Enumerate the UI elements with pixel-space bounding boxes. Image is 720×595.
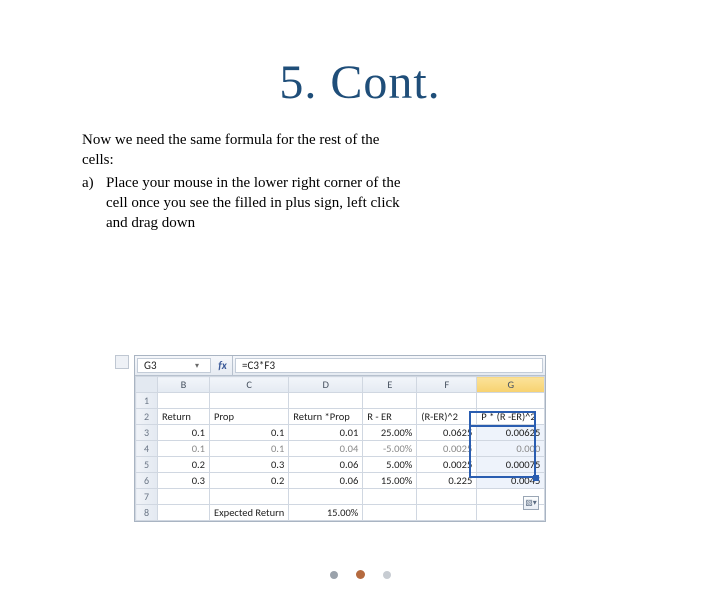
- cell-e2[interactable]: R - ER: [363, 409, 417, 425]
- cell-b3[interactable]: 0.1: [158, 425, 210, 441]
- formula-text: =C3*F3: [242, 359, 275, 372]
- name-box-value: G3: [144, 359, 157, 372]
- col-header-d[interactable]: D: [289, 377, 363, 393]
- cell-f5[interactable]: 0.0025: [417, 457, 477, 473]
- step-text: Place your mouse in the lower right corn…: [106, 173, 412, 234]
- cell-f3[interactable]: 0.0625: [417, 425, 477, 441]
- col-header-g[interactable]: G: [477, 377, 545, 393]
- dot-2-active: [356, 570, 365, 579]
- cell-d8[interactable]: 15.00%: [289, 505, 363, 521]
- cell-c3[interactable]: 0.1: [210, 425, 289, 441]
- cell-b5[interactable]: 0.2: [158, 457, 210, 473]
- dot-3: [383, 571, 391, 579]
- row-header-7[interactable]: 7: [136, 489, 158, 505]
- cell-g6[interactable]: 0.0045: [477, 473, 545, 489]
- cell-b6[interactable]: 0.3: [158, 473, 210, 489]
- intro-text: Now we need the same formula for the res…: [82, 130, 412, 171]
- select-all-corner[interactable]: [136, 377, 158, 393]
- cell-c4[interactable]: 0.1: [210, 441, 289, 457]
- row-header-3[interactable]: 3: [136, 425, 158, 441]
- cell-c2[interactable]: Prop: [210, 409, 289, 425]
- row-3: 3 0.1 0.1 0.01 25.00% 0.0625 0.00625: [136, 425, 545, 441]
- cell-e5[interactable]: 5.00%: [363, 457, 417, 473]
- row-5: 5 0.2 0.3 0.06 5.00% 0.0025 0.00075: [136, 457, 545, 473]
- row-8: 8 Expected Return 15.00%: [136, 505, 545, 521]
- row-4: 4 0.1 0.1 0.04 -5.00% 0.0025 0.000: [136, 441, 545, 457]
- row-header-4[interactable]: 4: [136, 441, 158, 457]
- cell-d4[interactable]: 0.04: [289, 441, 363, 457]
- cell-d3[interactable]: 0.01: [289, 425, 363, 441]
- cell-c6[interactable]: 0.2: [210, 473, 289, 489]
- cell-b2[interactable]: Return: [158, 409, 210, 425]
- fx-icon[interactable]: fx: [213, 356, 233, 375]
- col-header-f[interactable]: F: [417, 377, 477, 393]
- row-header-6[interactable]: 6: [136, 473, 158, 489]
- col-header-c[interactable]: C: [210, 377, 289, 393]
- row-header-5[interactable]: 5: [136, 457, 158, 473]
- autofill-options-button[interactable]: ▧▾: [523, 496, 539, 510]
- cell-e3[interactable]: 25.00%: [363, 425, 417, 441]
- cell-f4[interactable]: 0.0025: [417, 441, 477, 457]
- row-header-8[interactable]: 8: [136, 505, 158, 521]
- slide-title: 5. Cont.: [0, 55, 720, 110]
- cell-c8[interactable]: Expected Return: [210, 505, 289, 521]
- col-header-b[interactable]: B: [158, 377, 210, 393]
- dot-1: [330, 571, 338, 579]
- row-6: 6 0.3 0.2 0.06 15.00% 0.225 0.0045: [136, 473, 545, 489]
- cell-d6[interactable]: 0.06: [289, 473, 363, 489]
- step-a: a) Place your mouse in the lower right c…: [82, 173, 412, 234]
- cell-g3[interactable]: 0.00625: [477, 425, 545, 441]
- step-marker: a): [82, 173, 106, 234]
- cell-e6[interactable]: 15.00%: [363, 473, 417, 489]
- row-2: 2 Return Prop Return *Prop R - ER (R-ER)…: [136, 409, 545, 425]
- row-1: 1: [136, 393, 545, 409]
- toolbar-chip-icon: [115, 355, 129, 369]
- spreadsheet-screenshot: G3 ▾ fx =C3*F3 B C D E F G 1 2 Return Pr…: [134, 355, 546, 522]
- column-headers: B C D E F G: [136, 377, 545, 393]
- col-header-e[interactable]: E: [363, 377, 417, 393]
- cell-b4[interactable]: 0.1: [158, 441, 210, 457]
- cell-g5[interactable]: 0.00075: [477, 457, 545, 473]
- cell-f2[interactable]: (R-ER)^2: [417, 409, 477, 425]
- cell-d2[interactable]: Return *Prop: [289, 409, 363, 425]
- body-text: Now we need the same formula for the res…: [82, 130, 412, 233]
- row-7: 7: [136, 489, 545, 505]
- row-header-2[interactable]: 2: [136, 409, 158, 425]
- name-box[interactable]: G3 ▾: [137, 358, 211, 373]
- row-header-1[interactable]: 1: [136, 393, 158, 409]
- grid[interactable]: B C D E F G 1 2 Return Prop Return *Prop…: [135, 376, 545, 521]
- formula-bar-row: G3 ▾ fx =C3*F3: [135, 356, 545, 376]
- name-box-dropdown-icon[interactable]: ▾: [190, 361, 204, 371]
- cell-f6[interactable]: 0.225: [417, 473, 477, 489]
- formula-bar[interactable]: =C3*F3: [235, 358, 543, 373]
- cell-g4[interactable]: 0.000: [477, 441, 545, 457]
- cell-g2[interactable]: P * (R -ER)^2: [477, 409, 545, 425]
- cell-c5[interactable]: 0.3: [210, 457, 289, 473]
- cell-d5[interactable]: 0.06: [289, 457, 363, 473]
- cell-e4[interactable]: -5.00%: [363, 441, 417, 457]
- pager-dots: [0, 570, 720, 579]
